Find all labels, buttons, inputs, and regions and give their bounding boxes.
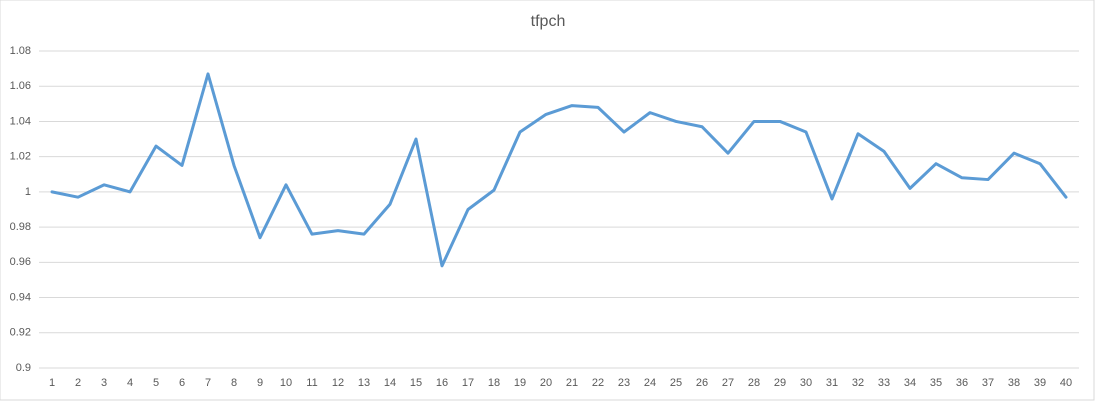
x-tick-label: 14 — [384, 377, 396, 389]
x-tick-label: 6 — [179, 377, 185, 389]
y-tick-label: 0.94 — [10, 291, 31, 303]
x-tick-label: 28 — [748, 377, 760, 389]
y-tick-label: 1.02 — [10, 151, 31, 163]
x-tick-label: 1 — [49, 377, 55, 389]
x-tick-label: 9 — [257, 377, 263, 389]
y-tick-label: 1.06 — [10, 80, 31, 92]
x-tick-label: 24 — [644, 377, 656, 389]
x-tick-label: 21 — [566, 377, 578, 389]
x-tick-label: 16 — [436, 377, 448, 389]
x-tick-label: 13 — [358, 377, 370, 389]
x-tick-label: 10 — [280, 377, 292, 389]
x-tick-label: 12 — [332, 377, 344, 389]
y-tick-label: 0.92 — [10, 327, 31, 339]
x-tick-label: 39 — [1034, 377, 1046, 389]
x-tick-label: 35 — [930, 377, 942, 389]
x-tick-label: 3 — [101, 377, 107, 389]
x-tick-label: 20 — [540, 377, 552, 389]
y-tick-label: 0.98 — [10, 221, 31, 233]
y-tick-label: 1.04 — [10, 115, 31, 127]
x-tick-label: 17 — [462, 377, 474, 389]
y-tick-label: 0.96 — [10, 256, 31, 268]
y-tick-label: 1 — [25, 186, 31, 198]
x-tick-label: 26 — [696, 377, 708, 389]
chart-title: tfpch — [531, 13, 566, 30]
x-tick-label: 4 — [127, 377, 133, 389]
x-tick-label: 7 — [205, 377, 211, 389]
x-tick-label: 30 — [800, 377, 812, 389]
y-tick-label: 0.9 — [16, 362, 31, 374]
x-tick-label: 27 — [722, 377, 734, 389]
x-tick-label: 18 — [488, 377, 500, 389]
x-tick-label: 31 — [826, 377, 838, 389]
data-line — [50, 72, 1068, 268]
x-tick-label: 37 — [982, 377, 994, 389]
x-tick-label: 11 — [306, 377, 317, 389]
x-tick-label: 23 — [618, 377, 630, 389]
x-tick-label: 8 — [231, 377, 237, 389]
x-tick-label: 34 — [904, 377, 916, 389]
x-tick-label: 15 — [410, 377, 422, 389]
x-tick-label: 5 — [153, 377, 159, 389]
x-tick-label: 25 — [670, 377, 682, 389]
x-tick-label: 29 — [774, 377, 786, 389]
x-tick-label: 32 — [852, 377, 864, 389]
x-tick-label: 33 — [878, 377, 890, 389]
x-tick-label: 22 — [592, 377, 604, 389]
y-tick-label: 1.08 — [10, 45, 31, 57]
x-tick-label: 36 — [956, 377, 968, 389]
x-tick-label: 38 — [1008, 377, 1020, 389]
x-tick-label: 2 — [75, 377, 81, 389]
x-tick-label: 19 — [514, 377, 526, 389]
x-tick-label: 40 — [1060, 377, 1072, 389]
